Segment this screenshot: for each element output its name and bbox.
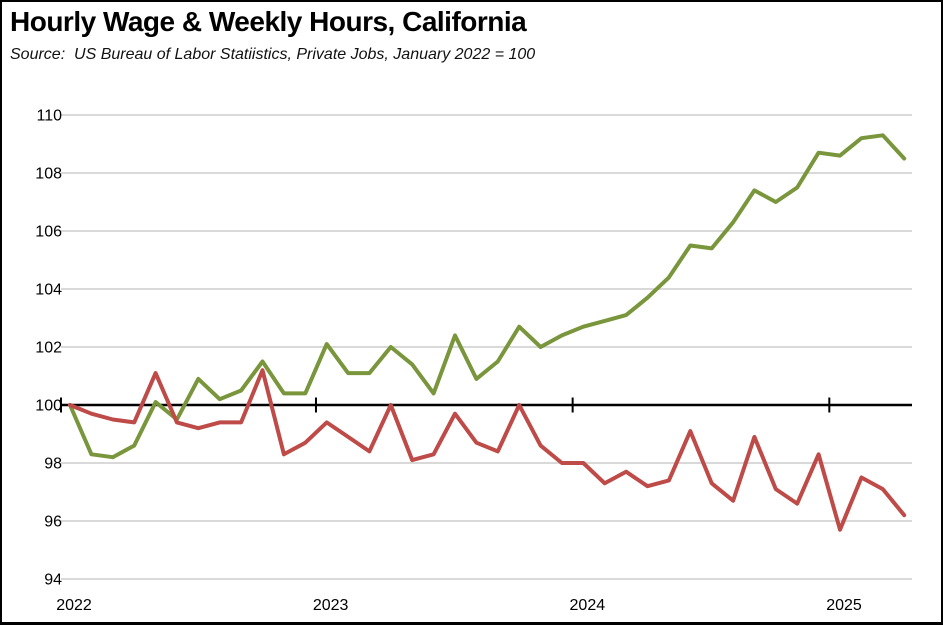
hourly-wage-line (68, 133, 907, 460)
x-axis-year-label-2024: 2024 (570, 597, 606, 614)
y-axis-label-100: 100 (35, 398, 62, 415)
y-axis-label-110: 110 (36, 108, 62, 125)
y-axis-label-96: 96 (44, 514, 62, 531)
y-axis-label-106: 106 (35, 224, 62, 241)
y-axis-label-98: 98 (44, 456, 62, 473)
x-axis-year-label-2022: 2022 (56, 597, 92, 614)
y-axis-label-108: 108 (35, 166, 62, 183)
chart-subtitle: Source: US Bureau of Labor Statiistics, … (10, 46, 536, 63)
y-axis-label-94: 94 (44, 572, 62, 589)
weekly-hours-line (68, 368, 907, 532)
x-axis-year-label-2025: 2025 (826, 597, 862, 614)
x-axis-year-label-2023: 2023 (313, 597, 349, 614)
y-axis-label-102: 102 (35, 340, 62, 357)
chart-title: Hourly Wage & Weekly Hours, California (10, 6, 527, 37)
y-axis-label-104: 104 (35, 282, 62, 299)
